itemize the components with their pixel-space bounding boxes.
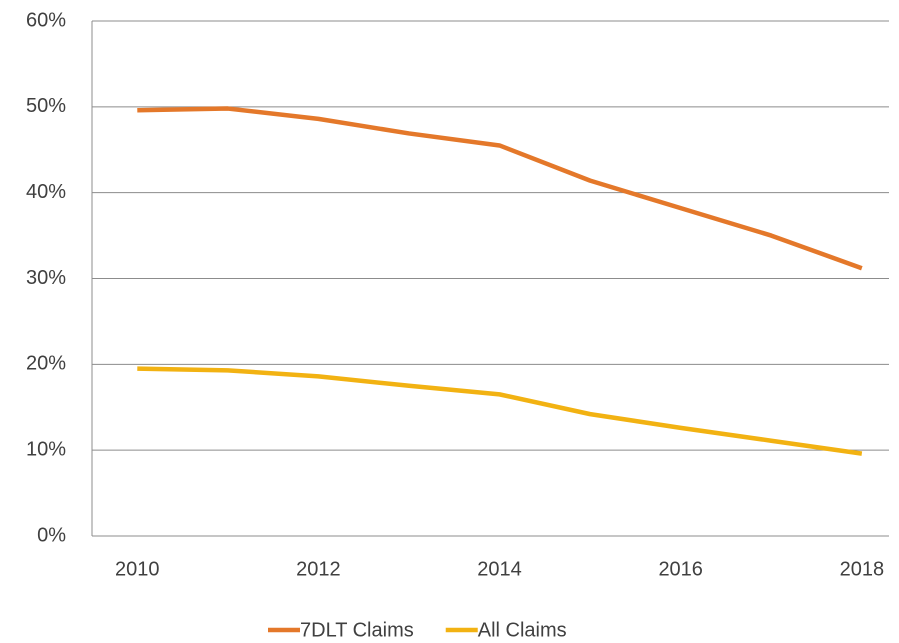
x-tick-label: 2012 [296, 558, 341, 580]
y-tick-label: 30% [26, 267, 66, 289]
x-tick-label: 2018 [840, 558, 885, 580]
y-tick-label: 40% [26, 181, 66, 203]
legend-label: All Claims [478, 619, 567, 641]
data-line [137, 366, 863, 456]
y-tick-label: 10% [26, 438, 66, 460]
x-tick-label: 2016 [658, 558, 703, 580]
y-tick-label: 60% [26, 9, 66, 31]
y-tick-label: 50% [26, 95, 66, 117]
data-line [137, 106, 863, 271]
x-tick-label: 2014 [477, 558, 522, 580]
y-tick-label: 0% [37, 524, 66, 546]
legend-label: 7DLT Claims [300, 619, 414, 641]
y-tick-label: 20% [26, 353, 66, 375]
x-tick-label: 2010 [115, 558, 160, 580]
